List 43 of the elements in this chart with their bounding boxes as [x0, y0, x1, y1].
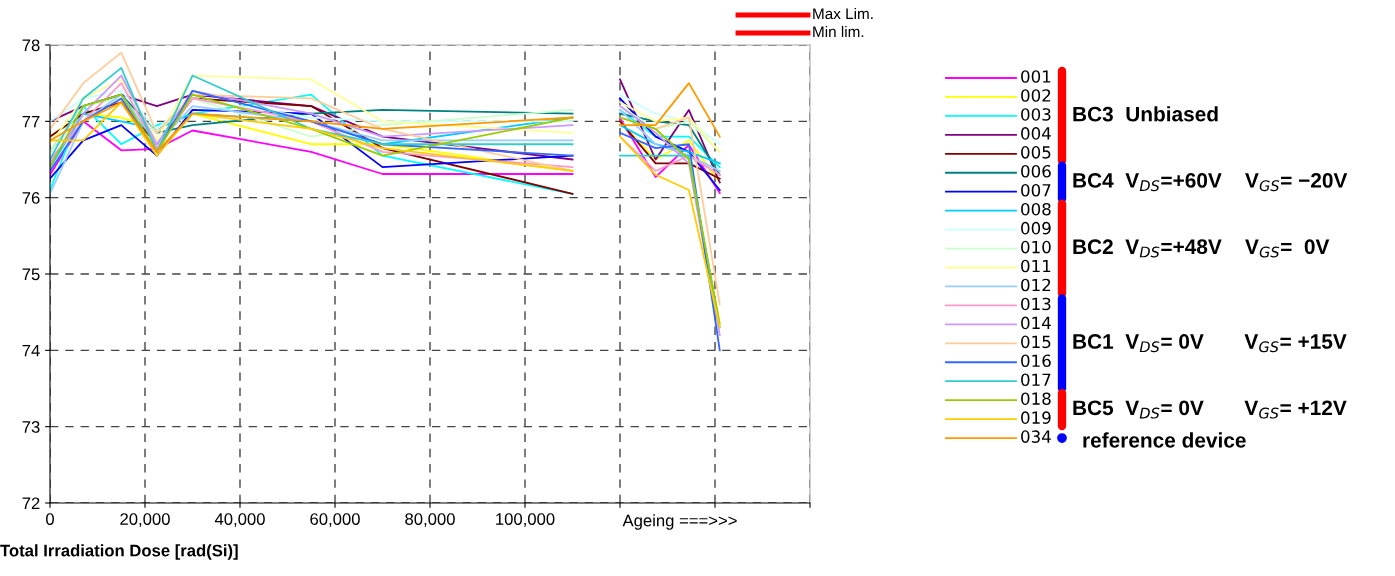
legend-label: 007 [1021, 183, 1051, 197]
x-tick-label: 80,000 [405, 513, 455, 527]
y-tick-label: 77 [22, 115, 40, 128]
text: BC1 V$_{DS}$= 0V V$_{GS}$= +15V [1073, 334, 1347, 353]
y-tick-label: 72 [22, 497, 40, 510]
x-tick-label: 100,000 [496, 513, 555, 527]
text: BC4 V$_{DS}$=+60V V$_{GS}$= −20V [1073, 173, 1348, 192]
text: BC5 V$_{DS}$= 0V V$_{GS}$= +12V [1073, 400, 1347, 419]
legend-label: 034 [1021, 430, 1051, 443]
x-axis-title: Total Irradiation Dose [rad(Si)] [0, 544, 238, 560]
x-tick-label: 0 [46, 513, 54, 525]
y-tick-label: 74 [22, 344, 40, 357]
x-tick-label: 20,000 [120, 513, 170, 527]
legend-label: 015 [1021, 335, 1051, 349]
legend-label: 005 [1021, 146, 1051, 159]
legend-label: Max Lim. [813, 7, 873, 20]
legend-label: 002 [1021, 89, 1051, 102]
legend-label: 001 [1021, 70, 1051, 83]
text: BC3 Unbiased [1073, 106, 1218, 122]
legend-label: 014 [1021, 316, 1051, 330]
legend-label: 012 [1021, 278, 1051, 292]
text: reference device [1083, 432, 1246, 448]
x-tick-label: 60,000 [310, 513, 360, 527]
legend-label: 016 [1021, 354, 1051, 368]
y-tick-label: 76 [22, 192, 40, 204]
legend-label: 006 [1021, 164, 1051, 178]
text: BC2 V$_{DS}$=+48V V$_{GS}$= 0V [1073, 239, 1330, 258]
legend-label: 011 [1021, 259, 1051, 273]
legend-label: 010 [1021, 240, 1051, 254]
legend-label: 008 [1021, 202, 1051, 216]
legend-label: Min lim. [813, 25, 864, 37]
x-tick-label: 40,000 [214, 513, 265, 527]
legend-label: 013 [1021, 297, 1051, 311]
legend-label: 018 [1021, 392, 1051, 405]
legend-label: 017 [1021, 373, 1051, 387]
legend-label: 019 [1021, 411, 1051, 424]
legend-label: 004 [1021, 127, 1051, 140]
y-tick-label: 73 [22, 421, 40, 433]
y-tick-label: 78 [22, 39, 40, 52]
legend-label: 009 [1021, 221, 1051, 235]
y-tick-label: 75 [22, 268, 40, 281]
legend-label: 003 [1021, 108, 1051, 121]
text: Ageing ===>>> [622, 514, 737, 530]
